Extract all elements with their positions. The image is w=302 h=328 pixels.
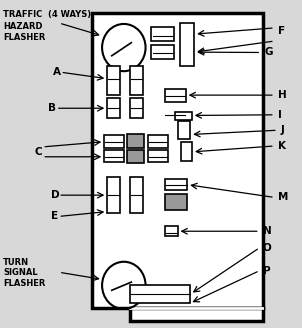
Polygon shape <box>130 308 263 321</box>
Bar <box>107 66 120 95</box>
Text: HAZARD: HAZARD <box>3 22 43 31</box>
Text: E: E <box>51 212 58 221</box>
Bar <box>104 150 124 162</box>
Text: A: A <box>53 67 61 77</box>
Text: H: H <box>278 90 287 100</box>
Bar <box>107 177 120 213</box>
Text: J: J <box>281 125 285 135</box>
Bar <box>92 13 263 308</box>
Bar <box>104 135 124 148</box>
Text: M: M <box>278 193 288 202</box>
Text: C: C <box>35 147 42 157</box>
Bar <box>127 134 144 148</box>
Text: TURN: TURN <box>3 258 29 267</box>
Text: N: N <box>263 226 271 236</box>
Bar <box>148 135 168 148</box>
Text: G: G <box>264 48 273 57</box>
Bar <box>181 142 192 161</box>
Text: F: F <box>278 26 285 36</box>
Bar <box>165 194 187 210</box>
Text: FLASHER: FLASHER <box>3 33 45 42</box>
Bar <box>130 177 143 213</box>
Text: TRAFFIC  (4 WAYS): TRAFFIC (4 WAYS) <box>3 10 91 19</box>
Bar <box>180 23 194 66</box>
Bar <box>165 226 178 236</box>
Bar <box>127 150 144 163</box>
Text: B: B <box>48 103 56 113</box>
Text: K: K <box>278 141 286 151</box>
Bar <box>151 45 174 59</box>
Text: I: I <box>278 110 282 120</box>
Bar <box>148 150 168 162</box>
Bar <box>151 27 174 41</box>
Bar <box>165 179 187 190</box>
Bar <box>178 121 190 139</box>
Bar <box>130 66 143 95</box>
Bar <box>107 98 120 118</box>
Text: FLASHER: FLASHER <box>3 279 45 288</box>
Bar <box>130 98 143 118</box>
Bar <box>165 89 186 102</box>
Text: O: O <box>263 243 271 253</box>
Text: P: P <box>263 266 270 276</box>
Text: D: D <box>51 190 59 200</box>
Bar <box>130 285 190 303</box>
Text: SIGNAL: SIGNAL <box>3 268 38 277</box>
Bar <box>175 112 192 120</box>
